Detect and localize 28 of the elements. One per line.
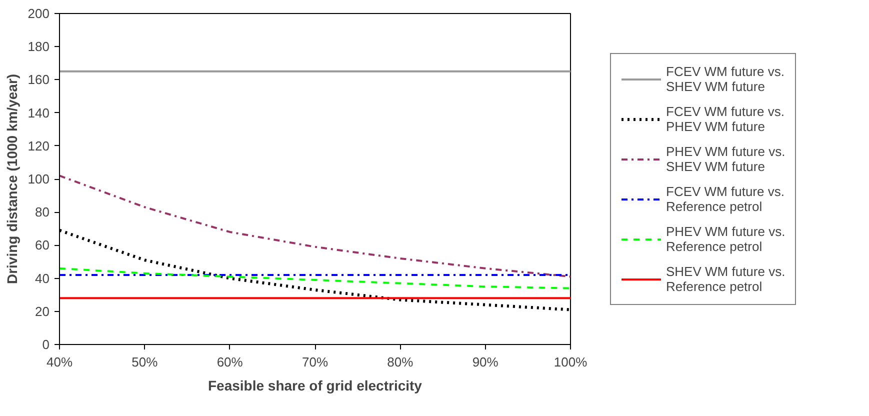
legend-label: FCEV WM future vs. PHEV WM future <box>666 104 784 134</box>
y-tick-label: 160 <box>28 72 50 88</box>
legend-label: SHEV WM future vs. Reference petrol <box>666 264 786 294</box>
y-tick-label: 180 <box>28 39 50 54</box>
x-tick-label: 80% <box>387 354 414 370</box>
x-axis-title: Feasible share of grid electricity <box>208 378 422 394</box>
x-tick-label: 90% <box>472 354 499 370</box>
y-tick-label: 80 <box>35 204 50 220</box>
line-series <box>60 267 570 290</box>
x-tick-label: 40% <box>46 354 73 370</box>
y-tick-label: 140 <box>28 105 50 120</box>
y-tick-label: 20 <box>35 304 50 319</box>
x-tick-label: 70% <box>302 354 328 370</box>
legend-label: FCEV WM future vs. SHEV WM future <box>666 64 784 94</box>
legend-label: PHEV WM future vs. SHEV WM future <box>666 144 786 174</box>
x-tick-label: 50% <box>132 354 158 370</box>
y-tick-label: 40 <box>35 270 50 286</box>
y-tick-label: 0 <box>42 337 50 352</box>
legend-label: PHEV WM future vs. Reference petrol <box>666 224 786 254</box>
x-tick-label: 100% <box>554 354 588 370</box>
line-series <box>60 174 570 278</box>
y-axis-title: Driving distance (1000 km/year) <box>4 74 20 284</box>
y-tick-label: 60 <box>35 238 50 253</box>
y-tick-label: 100 <box>28 172 50 186</box>
legend-label: FCEV WM future vs. Reference petrol <box>666 184 784 214</box>
x-tick-label: 60% <box>216 354 244 370</box>
y-tick-label: 120 <box>28 138 50 154</box>
y-tick-label: 200 <box>28 6 50 21</box>
